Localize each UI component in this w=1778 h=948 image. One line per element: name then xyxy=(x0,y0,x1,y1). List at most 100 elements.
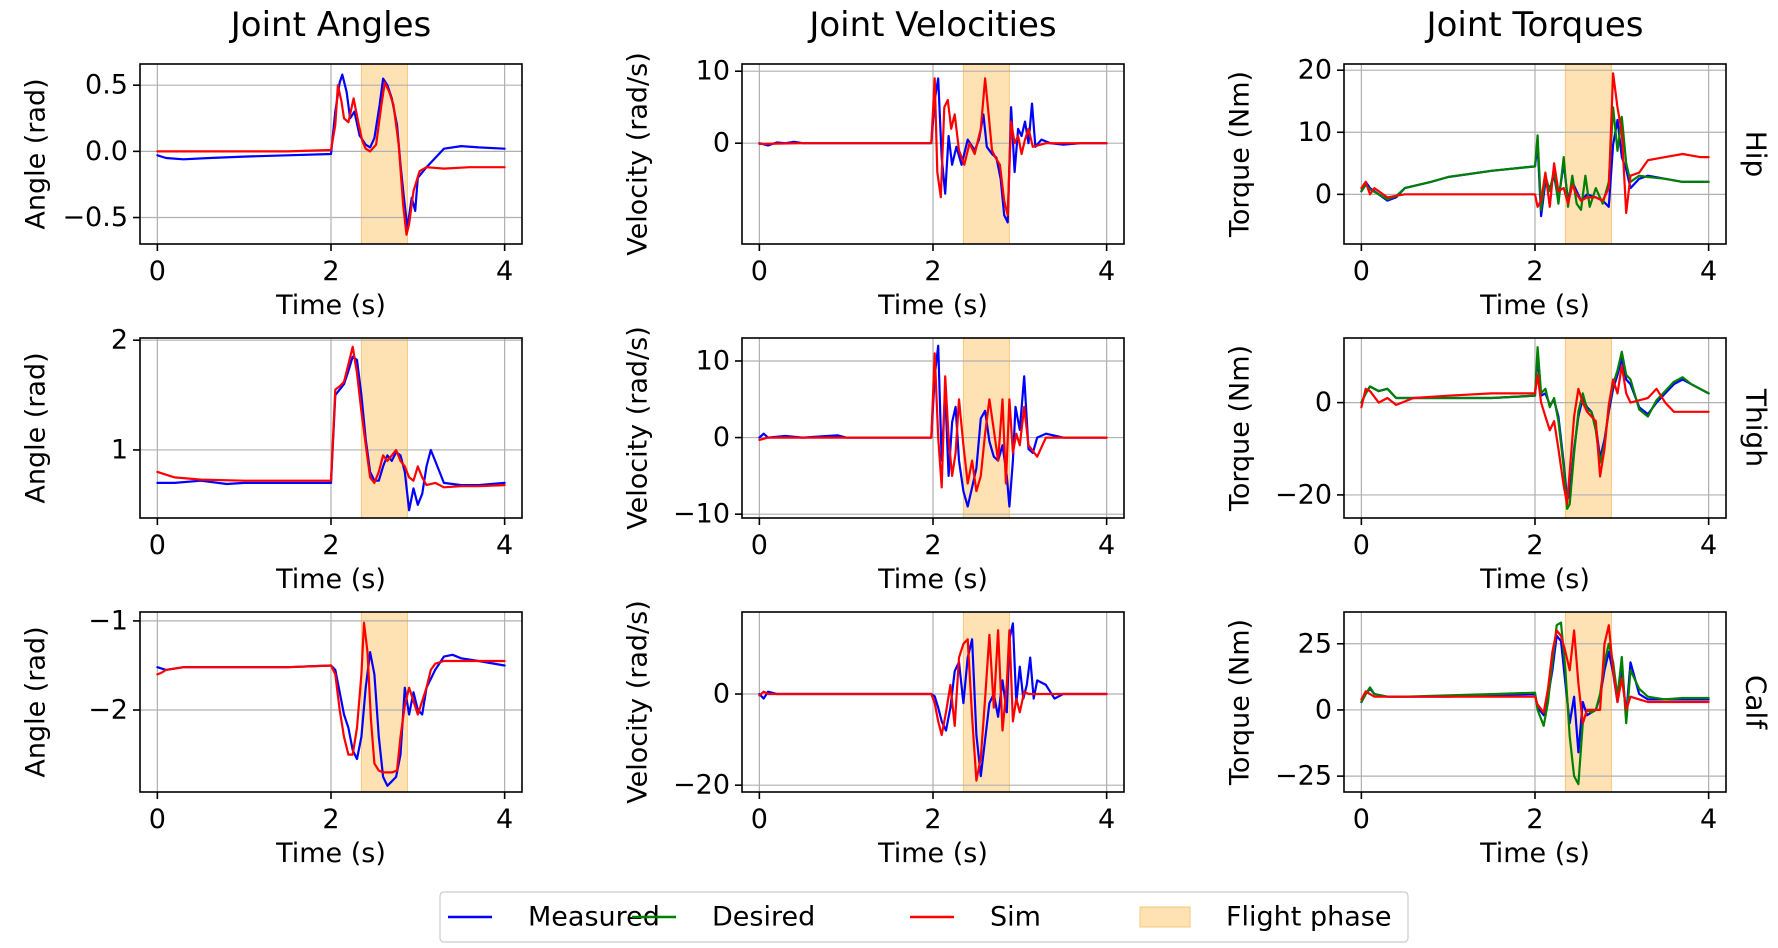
y-axis-label: Torque (Nm) xyxy=(1225,345,1256,512)
subplot-panel: 0 2 4 −25 0 25 Time (s) Torque (Nm) xyxy=(1225,611,1727,869)
series-line-sim xyxy=(156,345,506,489)
legend: Measured Desired Sim Flight phase xyxy=(439,891,1409,943)
series-line-sim xyxy=(758,629,1108,782)
column-title: Joint Angles xyxy=(229,5,431,45)
series-line-sim xyxy=(156,81,506,236)
x-tick-label: 0 xyxy=(1353,256,1370,287)
x-tick-label: 4 xyxy=(1098,256,1115,287)
series-line-sim xyxy=(156,621,506,774)
y-axis-label: Torque (Nm) xyxy=(1225,71,1256,238)
series-group xyxy=(156,621,506,787)
legend-swatch-patch xyxy=(1139,906,1191,928)
y-tick-label: 1 xyxy=(111,434,128,465)
x-tick-label: 2 xyxy=(322,530,339,561)
series-line-desired xyxy=(1360,106,1710,211)
x-tick-label: 4 xyxy=(1098,804,1115,835)
series-line-sim xyxy=(1360,364,1710,506)
y-tick-label: 0.5 xyxy=(85,70,128,101)
x-axis-label: Time (s) xyxy=(275,290,386,321)
series-group xyxy=(758,622,1108,782)
series-group xyxy=(1360,72,1710,218)
row-label: Calf xyxy=(1740,675,1773,730)
series-line-desired xyxy=(1360,346,1710,510)
y-tick-label: 2 xyxy=(111,325,128,356)
flight-phase-band xyxy=(360,337,408,519)
x-tick-label: 0 xyxy=(149,256,166,287)
y-tick-label: 0 xyxy=(1315,179,1332,210)
y-tick-label: 0 xyxy=(713,422,730,453)
x-axis-label: Time (s) xyxy=(275,838,386,869)
subplot-titles: Joint Angles Joint Velocities Joint Torque… xyxy=(229,5,1773,730)
x-axis-label: Time (s) xyxy=(1479,838,1590,869)
x-tick-label: 4 xyxy=(1700,256,1717,287)
y-tick-label: −20 xyxy=(1275,479,1332,510)
series-line-sim xyxy=(1360,624,1710,725)
column-title: Joint Torques xyxy=(1425,5,1644,45)
x-tick-label: 4 xyxy=(1098,530,1115,561)
x-axis-label: Time (s) xyxy=(1479,564,1590,595)
legend-item: Desired xyxy=(632,902,815,933)
y-tick-label: 10 xyxy=(696,56,730,87)
x-tick-label: 4 xyxy=(496,530,513,561)
x-tick-label: 0 xyxy=(1353,804,1370,835)
subplot-panel: 0 2 4 −2 −1 Time (s) Angle (rad) xyxy=(21,605,523,869)
x-tick-label: 2 xyxy=(1526,256,1543,287)
subplot-panel: 0 2 4 0 10 20 Time (s) Torque (Nm) xyxy=(1225,55,1727,321)
legend-label: Sim xyxy=(990,902,1041,933)
legend-label: Desired xyxy=(712,902,815,933)
subplot-panel: 0 2 4 −10 0 10 Time (s) Velocity (rad/s) xyxy=(623,326,1125,595)
y-axis-label: Angle (rad) xyxy=(21,352,52,503)
subplot-panel: 0 2 4 0 10 Time (s) Velocity (rad/s) xyxy=(623,52,1125,321)
legend-label: Flight phase xyxy=(1226,902,1391,933)
x-axis-label: Time (s) xyxy=(877,838,988,869)
column-title: Joint Velocities xyxy=(807,5,1056,45)
x-tick-label: 0 xyxy=(751,256,768,287)
series-group xyxy=(758,344,1108,508)
y-tick-label: 0 xyxy=(713,679,730,710)
subplot-panel: 0 2 4 −0.5 0.0 0.5 Time (s) Angle (rad) xyxy=(21,63,523,321)
x-axis-label: Time (s) xyxy=(877,290,988,321)
x-tick-label: 0 xyxy=(149,804,166,835)
x-tick-label: 2 xyxy=(322,804,339,835)
series-group xyxy=(758,77,1108,224)
x-tick-label: 2 xyxy=(1526,804,1543,835)
x-tick-label: 4 xyxy=(496,256,513,287)
series-group xyxy=(156,345,506,512)
y-tick-label: 0 xyxy=(1315,694,1332,725)
series-group xyxy=(1360,346,1710,510)
x-tick-label: 4 xyxy=(1700,804,1717,835)
series-line-sim xyxy=(1360,72,1710,215)
x-axis-label: Time (s) xyxy=(877,564,988,595)
y-tick-label: −0.5 xyxy=(62,202,128,233)
x-tick-label: 2 xyxy=(924,804,941,835)
x-axis-label: Time (s) xyxy=(1479,290,1590,321)
legend-item: Flight phase xyxy=(1139,902,1391,933)
x-tick-label: 2 xyxy=(924,256,941,287)
x-tick-label: 0 xyxy=(751,530,768,561)
series-group xyxy=(156,73,506,236)
legend-item: Sim xyxy=(910,902,1041,933)
y-tick-label: −10 xyxy=(673,499,730,530)
x-tick-label: 0 xyxy=(1353,530,1370,561)
x-tick-label: 0 xyxy=(149,530,166,561)
series-line-sim xyxy=(758,77,1108,217)
x-tick-label: 2 xyxy=(1526,530,1543,561)
x-axis-label: Time (s) xyxy=(275,564,386,595)
y-tick-label: 10 xyxy=(696,345,730,376)
subplot-panel: 0 2 4 −20 0 Time (s) Torque (Nm) xyxy=(1225,337,1727,595)
x-tick-label: 2 xyxy=(924,530,941,561)
y-tick-label: 0.0 xyxy=(85,136,128,167)
row-label: Hip xyxy=(1740,131,1773,178)
x-tick-label: 0 xyxy=(751,804,768,835)
row-label: Thigh xyxy=(1740,388,1773,467)
series-line-sim xyxy=(758,352,1108,493)
y-tick-label: −1 xyxy=(88,605,128,636)
y-tick-label: 25 xyxy=(1298,628,1332,659)
series-group xyxy=(1360,621,1710,786)
y-axis-label: Torque (Nm) xyxy=(1225,619,1256,786)
series-line-measured xyxy=(156,73,506,230)
y-tick-label: −25 xyxy=(1275,761,1332,792)
y-axis-label: Velocity (rad/s) xyxy=(623,600,654,804)
